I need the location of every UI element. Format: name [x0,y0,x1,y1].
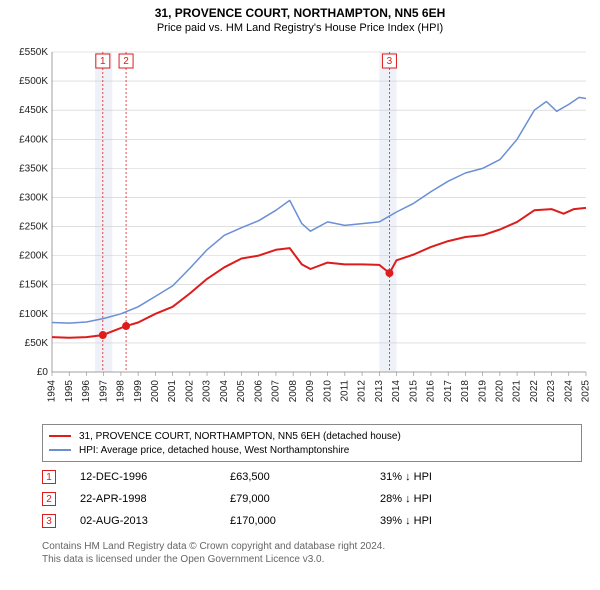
sale-price: £63,500 [230,471,380,483]
svg-text:2021: 2021 [512,380,523,403]
svg-text:2012: 2012 [357,380,368,403]
svg-text:2002: 2002 [184,380,195,403]
sale-badge: 1 [42,470,56,484]
sales-table: 1 12-DEC-1996£63,50031% ↓ HPI 2 22-APR-1998… [42,466,582,532]
svg-text:2022: 2022 [529,380,540,403]
page-title: 31, PROVENCE COURT, NORTHAMPTON, NN5 6EH [0,6,600,20]
svg-text:1995: 1995 [64,380,75,403]
svg-text:2014: 2014 [391,380,402,403]
page-subtitle: Price paid vs. HM Land Registry's House … [0,22,600,34]
legend-label: HPI: Average price, detached house, West… [79,445,349,456]
svg-text:£300K: £300K [19,192,48,203]
sale-price: £170,000 [230,515,380,527]
svg-text:2018: 2018 [460,380,471,403]
svg-text:2017: 2017 [443,380,454,403]
svg-text:2010: 2010 [322,380,333,403]
svg-text:£550K: £550K [19,47,48,58]
svg-text:1: 1 [100,56,106,67]
svg-text:2007: 2007 [271,380,282,403]
legend-item: 31, PROVENCE COURT, NORTHAMPTON, NN5 6EH… [49,429,575,443]
legend-label: 31, PROVENCE COURT, NORTHAMPTON, NN5 6EH… [79,431,401,442]
svg-text:£50K: £50K [25,338,49,349]
svg-text:£500K: £500K [19,76,48,87]
svg-text:2009: 2009 [305,380,316,403]
svg-text:2004: 2004 [219,380,230,403]
svg-text:2023: 2023 [546,380,557,403]
sale-row: 3 02-AUG-2013£170,00039% ↓ HPI [42,510,582,532]
price-chart: £0 £50K £100K £150K £200K £250K £300K £350K £400… [6,44,594,414]
sale-date: 22-APR-1998 [80,493,230,505]
sale-delta: 39% ↓ HPI [380,515,500,527]
svg-text:2025: 2025 [581,380,592,403]
sale-badge: 3 [42,514,56,528]
legend-swatch [49,449,71,451]
svg-text:£0: £0 [37,367,49,378]
svg-text:2015: 2015 [408,380,419,403]
svg-text:1996: 1996 [81,380,92,403]
svg-text:2008: 2008 [288,380,299,403]
sale-date: 02-AUG-2013 [80,515,230,527]
svg-text:2003: 2003 [202,380,213,403]
svg-text:2000: 2000 [150,380,161,403]
svg-text:1997: 1997 [98,380,109,403]
svg-text:2013: 2013 [374,380,385,403]
footer-line: This data is licensed under the Open Gov… [42,553,582,566]
chart-legend: 31, PROVENCE COURT, NORTHAMPTON, NN5 6EH… [42,424,582,462]
svg-text:£200K: £200K [19,251,48,262]
svg-text:3: 3 [387,56,393,67]
sale-badge: 2 [42,492,56,506]
svg-text:2016: 2016 [426,380,437,403]
sale-row: 1 12-DEC-1996£63,50031% ↓ HPI [42,466,582,488]
sale-delta: 31% ↓ HPI [380,471,500,483]
svg-text:1999: 1999 [133,380,144,403]
svg-text:2024: 2024 [563,380,574,403]
svg-text:2005: 2005 [236,380,247,403]
sale-delta: 28% ↓ HPI [380,493,500,505]
svg-text:2001: 2001 [167,380,178,403]
svg-text:2006: 2006 [253,380,264,403]
svg-text:2: 2 [123,56,129,67]
svg-text:£400K: £400K [19,134,48,145]
footer-line: Contains HM Land Registry data © Crown c… [42,540,582,553]
svg-text:£100K: £100K [19,309,48,320]
svg-text:1994: 1994 [47,380,58,403]
legend-swatch [49,435,71,437]
svg-text:£350K: £350K [19,163,48,174]
svg-text:2011: 2011 [339,380,350,402]
svg-text:1998: 1998 [116,380,127,403]
legend-item: HPI: Average price, detached house, West… [49,443,575,457]
sale-row: 2 22-APR-1998£79,00028% ↓ HPI [42,488,582,510]
sale-date: 12-DEC-1996 [80,471,230,483]
footer-attribution: Contains HM Land Registry data © Crown c… [42,540,582,566]
svg-text:£150K: £150K [19,280,48,291]
sale-price: £79,000 [230,493,380,505]
svg-text:2019: 2019 [477,380,488,403]
svg-text:£250K: £250K [19,222,48,233]
svg-text:£450K: £450K [19,105,48,116]
svg-text:2020: 2020 [495,380,506,403]
